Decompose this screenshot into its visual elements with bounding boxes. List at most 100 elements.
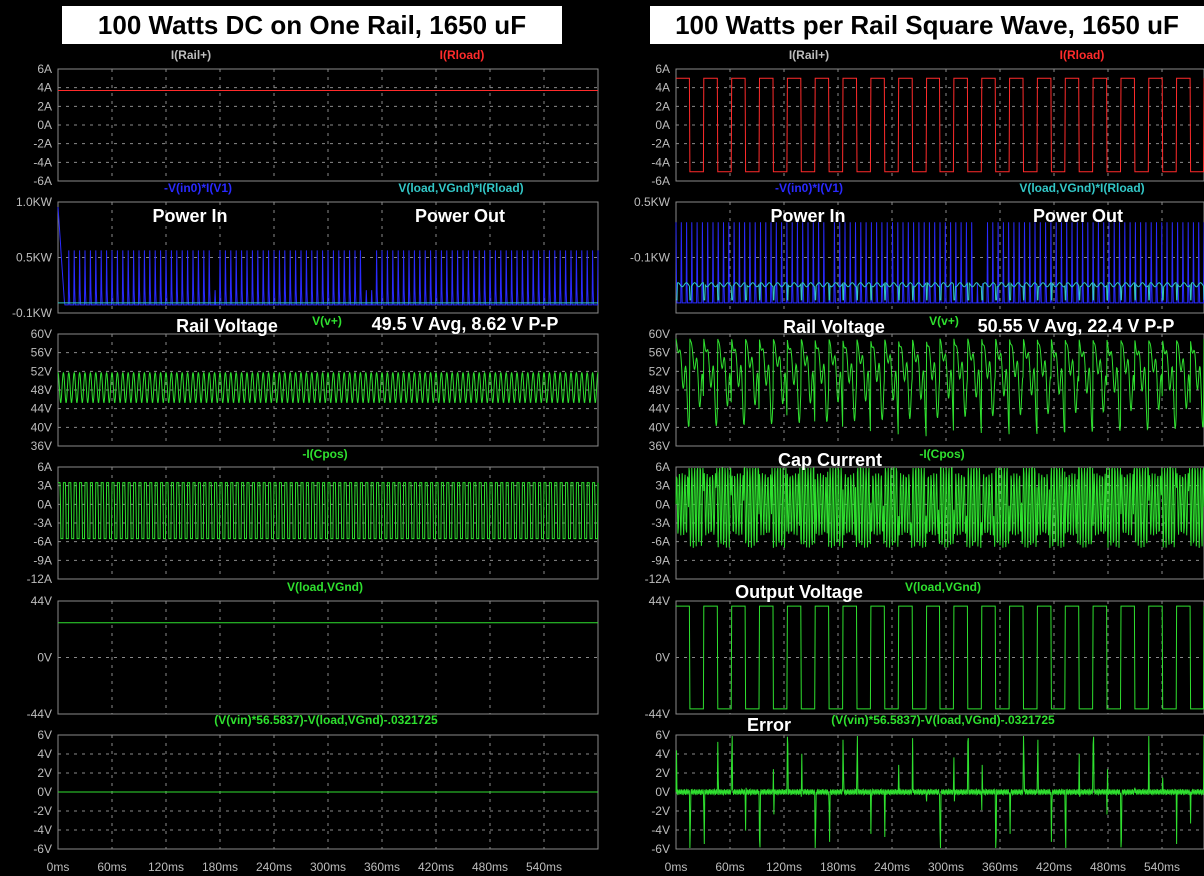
right-ytick-label: -4A [651, 155, 670, 169]
left-ytick-label: -9A [33, 553, 52, 567]
right-ytick-label: -4V [651, 823, 670, 837]
left-trace-label: V(v+) [312, 314, 342, 328]
left-trace-label: -V(in0)*I(V1) [164, 181, 232, 195]
right-trace-power-0 [675, 222, 1204, 304]
right-trace-current-1 [676, 77, 1204, 173]
right-ytick-label: -6V [651, 842, 670, 856]
left-ytick-label: 2V [37, 766, 52, 780]
left-ytick-label: 2A [37, 99, 52, 113]
left-trace-cap_current-0 [58, 482, 599, 540]
right-trace-rail_voltage-0 [675, 338, 1204, 437]
left-annotation: 49.5 V Avg, 8.62 V P-P [372, 314, 559, 334]
right-ytick-label: 44V [649, 594, 670, 608]
right-trace-cap_current-0 [675, 466, 1204, 548]
right-ytick-label: -3A [651, 516, 670, 530]
right-ytick-label: -9A [651, 553, 670, 567]
left-ytick-label: -44V [27, 707, 52, 721]
left-ytick-label: 6A [37, 62, 52, 76]
left-ytick-label: 0A [37, 118, 52, 132]
left-trace-label: I(Rload) [440, 48, 485, 62]
right-ytick-label: 2A [655, 99, 670, 113]
right-ytick-label: 4A [655, 81, 670, 95]
right-trace-label: V(v+) [929, 314, 959, 328]
left-ytick-label: 36V [31, 439, 52, 453]
right-ytick-label: 0V [655, 785, 670, 799]
right-ytick-label: 56V [649, 346, 670, 360]
right-annotation: Output Voltage [735, 582, 863, 602]
right-ytick-label: 40V [649, 420, 670, 434]
right-ytick-label: -2V [651, 804, 670, 818]
left-ytick-label: -6A [33, 174, 52, 188]
right-annotation: Power Out [1033, 206, 1123, 226]
right-ytick-label: 0V [655, 651, 670, 665]
left-ytick-label: 0V [37, 785, 52, 799]
left-annotation: Power In [152, 206, 227, 226]
left-ytick-label: 6A [37, 460, 52, 474]
right-annotation: Error [747, 715, 791, 735]
right-ytick-label: -0.1KW [630, 251, 671, 265]
right-ytick-label: 60V [649, 327, 670, 341]
right-trace-label: -I(Cpos) [919, 447, 964, 461]
left-xtick-label: 360ms [364, 860, 400, 874]
left-xtick-label: 120ms [148, 860, 184, 874]
left-xtick-label: 60ms [97, 860, 126, 874]
left-trace-label: (V(vin)*56.5837)-V(load,VGnd)-.0321725 [214, 713, 438, 727]
left-ytick-label: 4V [37, 747, 52, 761]
left-xtick-label: 420ms [418, 860, 454, 874]
right-ytick-label: 36V [649, 439, 670, 453]
right-annotation: Cap Current [778, 450, 882, 470]
right-ytick-label: 0A [655, 497, 670, 511]
right-xtick-label: 60ms [715, 860, 744, 874]
right-trace-output_voltage-0 [676, 605, 1204, 710]
left-ytick-label: 40V [31, 420, 52, 434]
right-xtick-label: 360ms [982, 860, 1018, 874]
right-ytick-label: 52V [649, 364, 670, 378]
left-trace-label: I(Rail+) [171, 48, 211, 62]
left-ytick-label: 0.5KW [16, 251, 53, 265]
left-ytick-label: 52V [31, 364, 52, 378]
right-ytick-label: 3A [655, 479, 670, 493]
left-ytick-label: -4V [33, 823, 52, 837]
left-trace-label: V(load,VGnd) [287, 580, 363, 594]
right-annotation: Power In [770, 206, 845, 226]
left-xtick-label: 540ms [526, 860, 562, 874]
left-ytick-label: -4A [33, 155, 52, 169]
left-ytick-label: -12A [27, 572, 52, 586]
left-ytick-label: 44V [31, 402, 52, 416]
right-ytick-label: -44V [645, 707, 670, 721]
left-ytick-label: 1.0KW [16, 195, 53, 209]
left-ytick-label: -2V [33, 804, 52, 818]
right-ytick-label: -12A [645, 572, 670, 586]
left-trace-rail_voltage-0 [57, 372, 599, 403]
left-trace-power-0 [57, 206, 599, 306]
right-xtick-label: 300ms [928, 860, 964, 874]
right-ytick-label: 6V [655, 728, 670, 742]
right-xtick-label: 480ms [1090, 860, 1126, 874]
left-ytick-label: 6V [37, 728, 52, 742]
left-ytick-label: 56V [31, 346, 52, 360]
left-xtick-label: 240ms [256, 860, 292, 874]
left-annotation: Power Out [415, 206, 505, 226]
right-xtick-label: 180ms [820, 860, 856, 874]
left-ytick-label: 48V [31, 383, 52, 397]
right-xtick-label: 0ms [665, 860, 688, 874]
left-ytick-label: 60V [31, 327, 52, 341]
left-ytick-label: 0A [37, 497, 52, 511]
left-ytick-label: -3A [33, 516, 52, 530]
right-ytick-label: 4V [655, 747, 670, 761]
right-trace-power-1 [676, 281, 1204, 301]
left-xtick-label: 480ms [472, 860, 508, 874]
right-trace-label: I(Rail+) [789, 48, 829, 62]
right-ytick-label: 6A [655, 460, 670, 474]
right-ytick-label: -6A [651, 535, 670, 549]
right-ytick-label: -2A [651, 137, 670, 151]
left-ytick-label: 3A [37, 479, 52, 493]
left-ytick-label: 4A [37, 81, 52, 95]
left-xtick-label: 300ms [310, 860, 346, 874]
right-annotation: Rail Voltage [783, 317, 885, 337]
left-ytick-label: 0V [37, 651, 52, 665]
right-ytick-label: 44V [649, 402, 670, 416]
right-ytick-label: 2V [655, 766, 670, 780]
right-xtick-label: 120ms [766, 860, 802, 874]
left-xtick-label: 0ms [47, 860, 70, 874]
